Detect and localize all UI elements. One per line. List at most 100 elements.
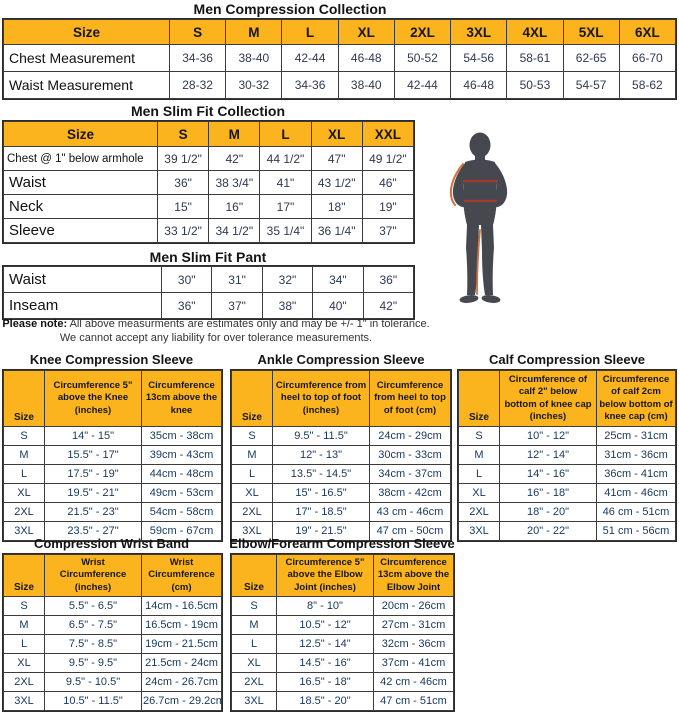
table-row: 3XL 23.5" - 27" 59cm - 67cm	[3, 521, 222, 541]
column-header: XL	[310, 121, 363, 147]
cell-value: 37"	[211, 292, 263, 319]
column-header: 2XL	[393, 19, 452, 45]
cell-value: 34"	[312, 266, 364, 293]
row-label: 2XL	[3, 502, 45, 522]
cell-value: 18"	[310, 194, 363, 219]
column-header: Circumference from heel to top of foot (…	[369, 370, 451, 427]
table-row: S 10" - 12" 25cm - 31cm	[458, 426, 676, 446]
cell-value: 31"	[211, 266, 263, 293]
row-label: M	[3, 445, 45, 465]
cell-value: 21.5cm - 24cm	[141, 653, 222, 673]
table-row: Waist 36" 38 3/4" 41" 43 1/2" 46"	[3, 170, 415, 195]
cell-value: 34-36	[281, 71, 339, 99]
cell-value: 43 cm - 46cm	[369, 502, 451, 522]
column-header: Circumference 5" above the Knee (inches)	[44, 370, 142, 427]
tolerance-note-line1: Please note: All above measurments are e…	[0, 318, 432, 332]
title-compression-wrist-band: Compression Wrist Band	[33, 536, 190, 551]
table-row: Chest @ 1" below armhole 39 1/2" 42" 44 1/2…	[3, 146, 415, 171]
cell-value: 54cm - 58cm	[141, 502, 222, 522]
row-label: S	[458, 426, 500, 446]
cell-value: 36"	[160, 292, 213, 319]
row-label: L	[231, 464, 273, 484]
table: Size S M L XL XXL Chest @ 1" below armhole 39 1…	[3, 121, 415, 243]
table: Size Wrist Circumference (inches) Wrist Ci…	[3, 554, 222, 711]
tolerance-note: Please note: All above measurments are e…	[0, 318, 432, 346]
row-label: L	[3, 634, 45, 654]
cell-value: 42-44	[281, 44, 339, 72]
table-row: Sleeve 33 1/2" 34 1/2" 35 1/4" 36 1/4" 37"	[3, 218, 415, 243]
column-header: L	[259, 121, 312, 147]
cell-value: 28-32	[168, 71, 227, 99]
table: Size S M L XL 2XL 3XL 4XL 5XL 6XL Chest Measuremen…	[3, 19, 677, 99]
cell-value: 41cm - 46cm	[596, 483, 676, 503]
cell-value: 34 1/2"	[208, 218, 261, 243]
cell-value: 20cm - 26cm	[373, 596, 454, 616]
cell-value: 46 cm - 51cm	[596, 502, 676, 522]
cell-value: 12.5" - 14"	[276, 634, 374, 654]
column-header: S	[156, 121, 210, 147]
cell-value: 50-53	[506, 71, 564, 99]
cell-value: 44 1/2"	[259, 146, 312, 171]
cell-value: 42-44	[393, 71, 452, 99]
row-label: 2XL	[3, 672, 45, 692]
table-row: M 12" - 13" 30cm - 33cm	[231, 445, 451, 465]
column-header: M	[208, 121, 261, 147]
table-row: XL 9.5" - 9.5" 21.5cm - 24cm	[3, 653, 222, 673]
table-row: S 5.5" - 6.5" 14cm - 16.5cm	[3, 596, 222, 616]
cell-value: 15"	[156, 194, 210, 219]
table-row: L 17.5" - 19" 44cm - 48cm	[3, 464, 222, 484]
header-row: Size Wrist Circumference (inches) Wrist Ci…	[3, 554, 222, 597]
row-label: XL	[231, 483, 273, 503]
cell-value: 16" - 18"	[499, 483, 597, 503]
cell-value: 36"	[362, 266, 415, 293]
cell-value: 15" - 16.5"	[272, 483, 370, 503]
header-row: Size Circumference 5" above the Elbow Joi…	[231, 554, 454, 597]
cell-value: 49 1/2"	[361, 146, 415, 171]
table-row: Chest Measurement 34-36 38-40 42-44 46-48 50-…	[3, 44, 677, 72]
cell-value: 46"	[361, 170, 415, 195]
man-figure	[441, 131, 523, 317]
row-label: XL	[3, 483, 45, 503]
table-row: XL 14.5" - 16" 37cm - 41cm	[231, 653, 454, 673]
row-label: M	[231, 445, 273, 465]
column-header: 4XL	[506, 19, 564, 45]
ankle-compression-sleeve-table: Size Circumference from heel to top of fo…	[230, 369, 452, 542]
tolerance-note-prefix: Please note:	[2, 318, 68, 330]
cell-value: 24cm - 29cm	[369, 426, 451, 446]
header-row: Size Circumference of calf 2" below botto…	[458, 370, 676, 427]
cell-value: 10.5" - 12"	[276, 615, 374, 635]
cell-value: 7.5" - 8.5"	[44, 634, 142, 654]
cell-value: 49cm - 53cm	[141, 483, 222, 503]
elbow-forearm-compression-sleeve-table: Size Circumference 5" above the Elbow Joi…	[230, 553, 455, 712]
cell-value: 19" - 21.5"	[272, 521, 370, 541]
title-knee-compression-sleeve: Knee Compression Sleeve	[29, 352, 194, 367]
row-label: Inseam	[3, 292, 162, 319]
row-label: XL	[3, 653, 45, 673]
cell-value: 50-52	[393, 44, 452, 72]
row-label: 3XL	[231, 521, 273, 541]
table-row: L 13.5" - 14.5" 34cm - 37cm	[231, 464, 451, 484]
cell-value: 37cm - 41cm	[373, 653, 454, 673]
column-header: Size	[3, 19, 170, 45]
row-label: S	[231, 596, 277, 616]
cell-value: 54-56	[450, 44, 508, 72]
row-label: 3XL	[3, 521, 45, 541]
cell-value: 46-48	[337, 44, 395, 72]
cell-value: 39cm - 43cm	[141, 445, 222, 465]
header-row: Size S M L XL 2XL 3XL 4XL 5XL 6XL	[3, 19, 677, 45]
cell-value: 35 1/4"	[259, 218, 312, 243]
cell-value: 17"	[259, 194, 312, 219]
cell-value: 30cm - 33cm	[369, 445, 451, 465]
column-header: S	[168, 19, 227, 45]
cell-value: 46-48	[450, 71, 508, 99]
row-label: M	[3, 615, 45, 635]
column-header: Circumference 13cm above the knee	[141, 370, 222, 427]
cell-value: 10.5" - 11.5"	[44, 691, 142, 711]
men-slim-fit-collection-table: Size S M L XL XXL Chest @ 1" below armhole 39 1…	[2, 120, 415, 244]
cell-value: 6.5" - 7.5"	[44, 615, 142, 635]
cell-value: 12" - 14"	[499, 445, 597, 465]
row-label: 2XL	[231, 672, 277, 692]
row-label: XL	[231, 653, 277, 673]
column-header: 5XL	[562, 19, 620, 45]
table: Size Circumference 5" above the Elbow Joi…	[231, 554, 454, 711]
